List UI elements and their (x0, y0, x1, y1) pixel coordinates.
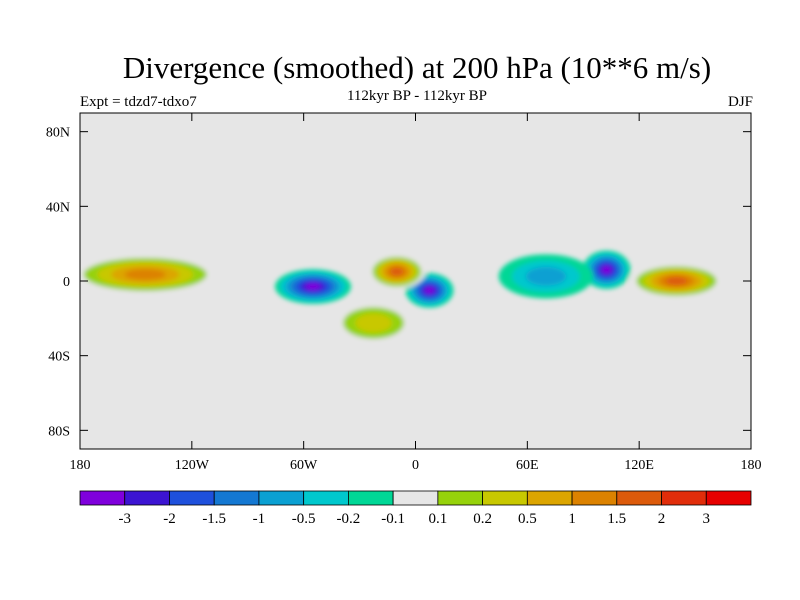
colorbar-label: 0.1 (428, 511, 447, 527)
field-feature (498, 254, 594, 299)
colorbar-swatch (526, 490, 573, 506)
colorbar-label: 0.5 (518, 511, 537, 527)
colorbar-swatch (124, 490, 170, 506)
field-feature (582, 250, 631, 289)
colorbar: -3 -2 -1.5 -1 -0.5 -0.2 -0.1 0.1 0.2 0.5 1 1.5 2 3 (79, 490, 752, 527)
colorbar-label: 1 (568, 511, 576, 527)
y-tick-label: 40N (46, 200, 70, 215)
colorbar-label: 3 (703, 511, 711, 527)
x-tick-label: 180 (70, 458, 91, 473)
colorbar-label: 2 (658, 511, 666, 527)
colorbar-swatch (705, 490, 752, 506)
colorbar-swatch (661, 490, 707, 506)
colorbar-swatch (616, 490, 662, 506)
y-tick-label: 80S (48, 424, 70, 439)
chart-title: Divergence (smoothed) at 200 hPa (10**6 … (122, 50, 712, 85)
field-feature (629, 263, 724, 299)
x-tick-label: 180 (741, 458, 762, 473)
field-feature (368, 254, 426, 289)
colorbar-label: -1 (253, 511, 266, 527)
colorbar-label: 0.2 (473, 511, 492, 527)
colorbar-swatch (213, 490, 260, 506)
colorbar-swatch (482, 490, 528, 506)
x-tick-label: 120E (624, 458, 654, 473)
colorbar-swatch (79, 490, 126, 506)
colorbar-label: -0.2 (337, 511, 361, 527)
colorbar-label: -0.1 (381, 511, 405, 527)
field-feature (275, 269, 351, 304)
colorbar-swatch (437, 490, 484, 506)
colorbar-swatch (347, 490, 394, 506)
colorbar-label: -3 (118, 511, 131, 527)
experiment-label: Expt = tdzd7-tdxo7 (80, 94, 197, 110)
y-tick-label: 80N (46, 126, 70, 141)
colorbar-label: -0.5 (292, 511, 316, 527)
x-tick-label: 60W (290, 458, 318, 473)
colorbar-swatch (258, 490, 305, 506)
colorbar-label: -1.5 (202, 511, 226, 527)
chart-subtitle: 112kyr BP - 112kyr BP (346, 88, 487, 104)
x-tick-label: 0 (412, 458, 419, 473)
field-feature (330, 301, 417, 345)
colorbar-swatch (392, 490, 439, 506)
colorbar-label: -2 (163, 511, 176, 527)
season-label: DJF (727, 94, 753, 110)
field-feature (405, 273, 454, 308)
colorbar-swatch (571, 490, 618, 506)
map-area (79, 112, 752, 450)
field-feature (80, 254, 221, 295)
axes: 180 120W 60W 0 60E 120E 180 80N 40N 0 40S 80S (46, 113, 762, 473)
x-tick-label: 120W (175, 458, 210, 473)
y-tick-label: 0 (63, 275, 70, 290)
colorbar-label: 1.5 (607, 511, 626, 527)
colorbar-swatch (169, 490, 215, 506)
colorbar-swatch (303, 490, 349, 506)
x-tick-label: 60E (516, 458, 539, 473)
y-tick-label: 40S (48, 350, 70, 365)
